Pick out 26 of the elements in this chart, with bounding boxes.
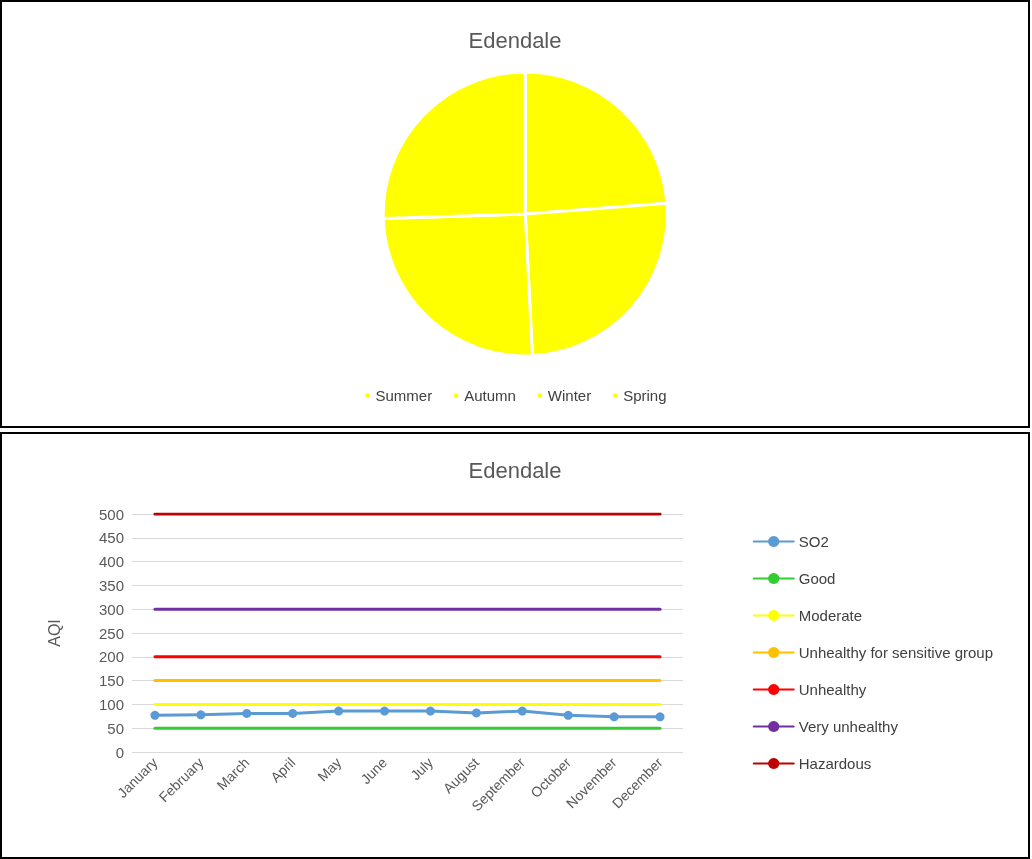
- legend-label: Very unhealthy: [798, 718, 899, 735]
- legend-label: Moderate: [798, 607, 863, 624]
- legend-label: Spring: [623, 387, 667, 404]
- legend-label: Good: [798, 570, 836, 587]
- chart-title: Edendale: [468, 457, 562, 483]
- y-tick-label: 200: [98, 648, 124, 666]
- x-tick-label: July: [407, 754, 437, 784]
- y-tick-label: 450: [98, 529, 124, 547]
- legend-label: SO2: [798, 533, 829, 550]
- y-tick-label: 150: [98, 672, 124, 690]
- legend-label: Unhealthy for sensitive group: [798, 644, 994, 661]
- y-tick-label: 50: [107, 719, 124, 737]
- legend-label: Winter: [547, 387, 592, 404]
- y-tick-label: 500: [98, 505, 124, 523]
- legend-label: Autumn: [464, 387, 516, 404]
- legend-label: Hazardous: [798, 755, 872, 772]
- y-tick-label: 350: [98, 576, 124, 594]
- legend-label: Summer: [375, 387, 433, 404]
- chart-title: Edendale: [468, 27, 562, 53]
- y-tick-label: 0: [115, 743, 124, 761]
- y-tick-label: 300: [98, 600, 124, 618]
- y-axis-title: AQI: [45, 619, 63, 647]
- legend-label: Unhealthy: [798, 681, 867, 698]
- y-tick-label: 250: [98, 624, 124, 642]
- y-tick-label: 100: [98, 695, 124, 713]
- y-tick-label: 400: [98, 553, 124, 571]
